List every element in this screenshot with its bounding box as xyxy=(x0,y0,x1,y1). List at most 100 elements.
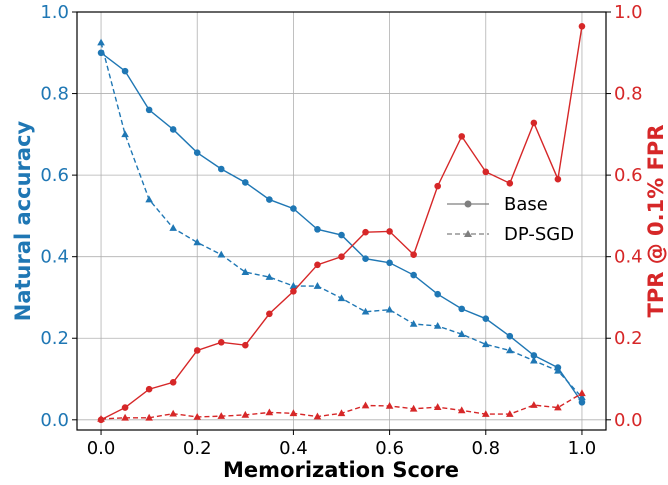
series-base-right xyxy=(97,22,586,424)
data-point-dpsgd-left xyxy=(457,330,466,337)
left-y-tick-label: 0.6 xyxy=(40,165,69,186)
data-point-dpsgd-left xyxy=(265,273,274,280)
left-y-tick-label: 0.4 xyxy=(40,247,69,268)
data-point-base-right xyxy=(554,175,562,183)
data-point-dpsgd-left xyxy=(554,366,562,374)
data-point-base-right xyxy=(242,341,249,349)
data-point-dpsgd-left xyxy=(409,319,418,327)
left-y-tick-label: 0.8 xyxy=(40,84,69,105)
data-point-base-left xyxy=(458,305,466,313)
data-point-base-right xyxy=(314,261,321,269)
data-point-dpsgd-left xyxy=(385,305,394,313)
data-point-base-left xyxy=(482,315,490,322)
series-dpsgd-right xyxy=(97,389,586,422)
data-point-base-right xyxy=(338,253,345,260)
x-tick-label: 1.0 xyxy=(568,438,597,459)
right-y-tick-label: 0.0 xyxy=(614,410,643,431)
data-point-dpsgd-right xyxy=(313,412,322,420)
data-point-dpsgd-right xyxy=(97,414,105,422)
data-point-dpsgd-left xyxy=(217,250,226,258)
data-point-base-left xyxy=(169,126,177,133)
left-axis-title: Natural accuracy xyxy=(11,120,35,321)
right-y-tick-label: 0.4 xyxy=(614,247,643,268)
data-point-dpsgd-right xyxy=(217,412,226,419)
x-tick-label: 0.2 xyxy=(183,438,212,459)
data-point-base-left xyxy=(314,226,321,233)
data-point-dpsgd-right xyxy=(169,409,177,417)
data-point-dpsgd-left xyxy=(193,238,202,246)
data-point-base-left xyxy=(578,398,586,406)
data-point-dpsgd-left xyxy=(578,393,586,401)
data-point-base-right xyxy=(217,339,225,346)
data-point-base-right xyxy=(506,179,514,187)
data-point-base-left xyxy=(530,352,538,359)
data-point-dpsgd-left xyxy=(289,282,298,289)
left-y-tick-label: 0.0 xyxy=(40,410,69,431)
data-point-dpsgd-right xyxy=(361,401,370,409)
legend-entry-dpsgd: DP-SGD xyxy=(447,224,574,245)
plot-frame xyxy=(76,11,607,431)
series-dpsgd-left xyxy=(97,38,586,401)
data-point-dpsgd-right xyxy=(265,408,274,416)
data-point-dpsgd-left xyxy=(313,282,322,289)
data-point-base-left xyxy=(362,255,369,263)
data-point-base-right xyxy=(193,347,201,354)
data-point-dpsgd-right xyxy=(145,413,153,421)
legend-label-dpsgd: DP-SGD xyxy=(504,224,574,245)
data-point-base-right xyxy=(290,288,297,295)
series-layer xyxy=(97,22,586,424)
data-point-base-left xyxy=(434,290,441,298)
data-point-base-right xyxy=(121,404,129,411)
data-point-dpsgd-right xyxy=(241,410,250,418)
data-point-base-right xyxy=(458,133,466,140)
data-point-dpsgd-left xyxy=(121,130,129,138)
right-y-tick-label: 0.6 xyxy=(614,165,643,186)
data-point-dpsgd-right xyxy=(337,409,346,417)
right-y-tick-label: 0.2 xyxy=(614,328,643,349)
data-point-base-left xyxy=(506,332,514,340)
data-point-base-left xyxy=(217,165,225,173)
data-point-base-right xyxy=(434,182,441,190)
data-point-dpsgd-right xyxy=(409,404,418,412)
data-point-dpsgd-right xyxy=(289,409,298,417)
x-axis-title: Memorization Score xyxy=(223,458,459,482)
data-point-dpsgd-left xyxy=(361,307,370,315)
data-point-dpsgd-right xyxy=(433,403,442,410)
series-line-dpsgd-left xyxy=(100,42,583,398)
data-point-dpsgd-right xyxy=(457,406,466,414)
data-point-dpsgd-left xyxy=(241,268,250,275)
data-point-base-right xyxy=(530,119,538,127)
data-point-dpsgd-right xyxy=(385,401,394,409)
data-point-base-right xyxy=(266,310,273,318)
data-point-dpsgd-right xyxy=(554,403,562,411)
data-point-dpsgd-left xyxy=(337,294,346,302)
data-point-dpsgd-right xyxy=(121,413,129,421)
data-point-dpsgd-left xyxy=(506,346,514,354)
legend-marker-base xyxy=(464,200,472,208)
data-point-base-left xyxy=(410,271,417,279)
data-point-dpsgd-left xyxy=(433,322,442,329)
x-tick-label: 0.8 xyxy=(471,438,500,459)
data-point-base-right xyxy=(386,228,393,235)
data-point-dpsgd-left xyxy=(481,340,490,348)
x-tick-label: 0.0 xyxy=(87,438,116,459)
right-y-tick-label: 1.0 xyxy=(614,2,643,23)
x-tick-label: 0.6 xyxy=(375,438,404,459)
data-point-base-left xyxy=(193,149,201,156)
data-point-base-left xyxy=(266,196,273,203)
legend: Base DP-SGD xyxy=(447,194,574,245)
data-point-base-right xyxy=(169,378,177,386)
grid xyxy=(77,11,606,430)
data-point-dpsgd-right xyxy=(530,401,538,408)
data-point-dpsgd-right xyxy=(481,410,490,417)
data-point-dpsgd-right xyxy=(506,410,514,417)
data-point-base-left xyxy=(386,259,393,267)
data-point-dpsgd-left xyxy=(169,224,177,231)
right-y-tick-label: 0.8 xyxy=(614,84,643,105)
x-tick-label: 0.4 xyxy=(279,438,308,459)
data-point-dpsgd-left xyxy=(145,195,153,203)
legend-entry-base: Base xyxy=(447,194,548,215)
data-point-base-right xyxy=(578,22,586,30)
right-axis-title: TPR @ 0.1% FPR xyxy=(644,125,668,318)
legend-marker-dpsgd xyxy=(464,230,472,237)
